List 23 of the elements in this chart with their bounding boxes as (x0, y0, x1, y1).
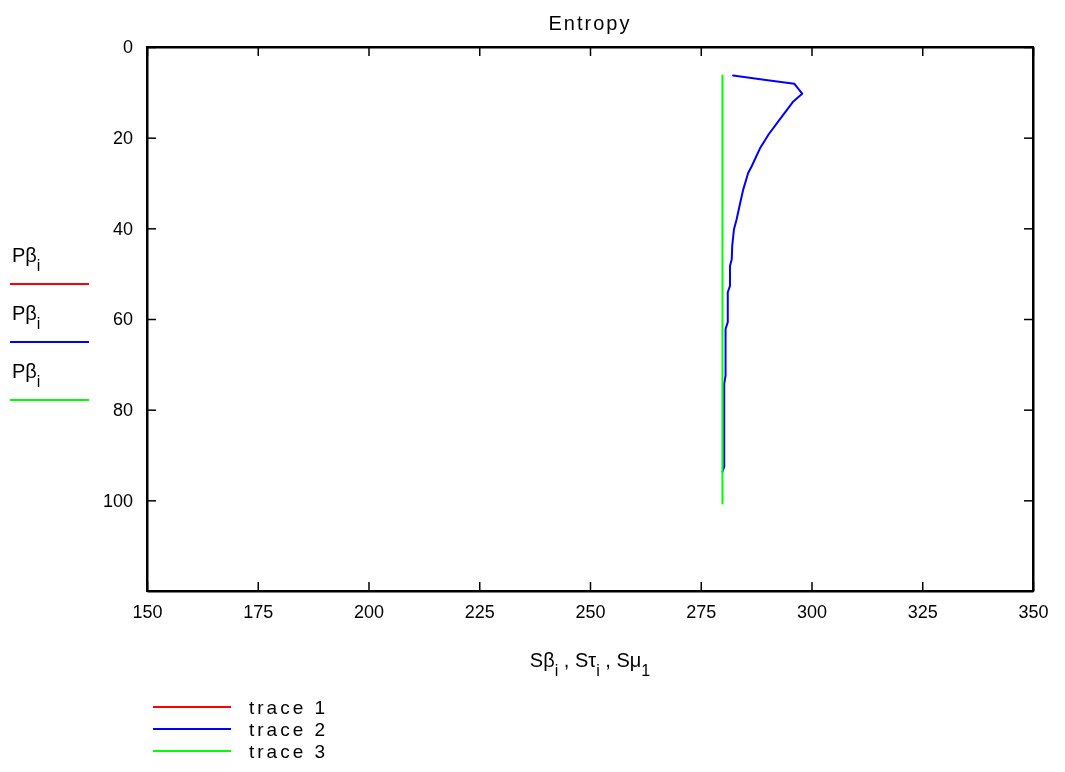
text: Pβ$_{i}$ (12, 360, 41, 390)
y-tick-label: 80 (112, 399, 133, 420)
x-tick-label: 325 (907, 601, 938, 622)
x-tick-label: 200 (353, 601, 385, 622)
legend-label: trace 1 (249, 697, 329, 718)
y-tick-label: 100 (102, 490, 133, 511)
y-tick-label: 20 (112, 127, 133, 148)
x-axis-title: Sβ$_{i}$ , Sτ$_{i}$ , Sμ$_{1}$ (529, 649, 651, 679)
y-tick-label: 40 (112, 218, 133, 239)
legend-label: trace 2 (249, 719, 329, 740)
y-axis-title: Pβ$_{i}$ (12, 244, 41, 274)
x-tick-label: 350 (1018, 601, 1049, 622)
x-tick-label: 175 (243, 601, 274, 622)
legend-label: trace 3 (249, 741, 329, 762)
x-tick-label: 150 (132, 601, 163, 622)
chart-title: Entropy (548, 12, 632, 34)
x-tick-label: 275 (686, 601, 717, 622)
y-tick-label: 60 (112, 309, 133, 330)
x-tick-label: 300 (796, 601, 828, 622)
text: Pβ$_{i}$ (12, 302, 41, 332)
y-tick-label: 0 (122, 37, 133, 58)
x-tick-label: 225 (464, 601, 495, 622)
x-tick-label: 250 (575, 601, 606, 622)
